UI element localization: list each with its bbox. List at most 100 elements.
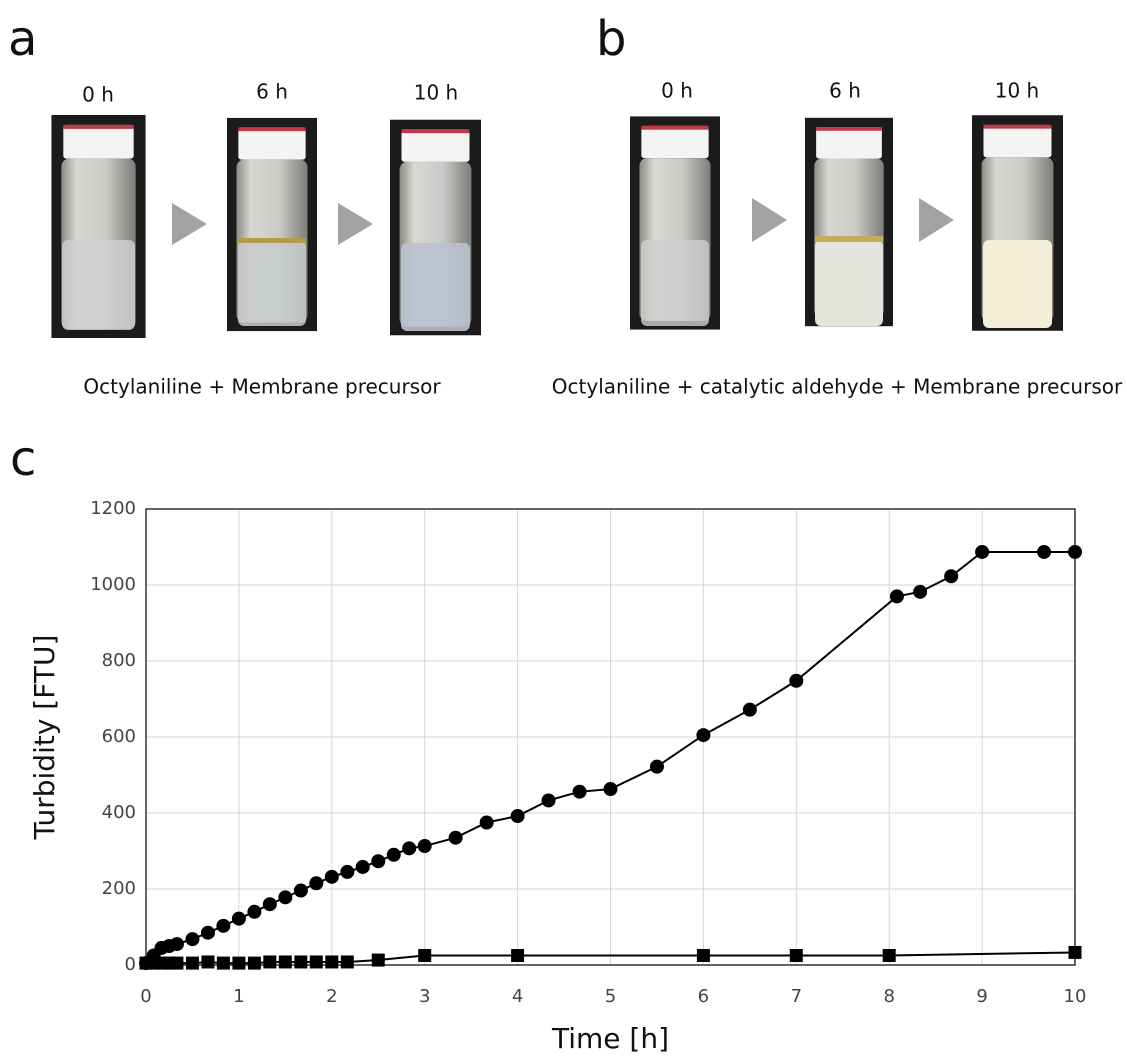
y-tick-label: 0 [125,954,136,975]
x-tick-label: 10 [1064,986,1087,1007]
liquid [641,240,709,326]
arrow [919,198,954,242]
marker [278,955,292,969]
marker [479,815,494,830]
plot-frame [145,508,1076,966]
marker [418,949,432,962]
y-tick-label: 600 [102,726,136,747]
interface [815,236,883,242]
marker [402,841,417,856]
marker [603,782,618,797]
panel-label: c [10,431,36,487]
marker [185,932,200,947]
panel-b: b 0 h 6 h 10 h Octylaniline + catalytic … [552,11,1123,399]
marker [309,876,324,891]
marker [789,673,804,688]
marker [232,956,246,970]
x-tick-label: 1 [233,986,244,1007]
marker [355,859,370,874]
x-tick-label: 0 [140,986,151,1007]
y-tick-label: 1000 [90,574,136,595]
marker [417,839,432,854]
marker [262,897,277,912]
marker [200,925,215,940]
marker [231,911,246,926]
liquid [238,240,306,326]
time-label: 6 h [829,79,861,103]
marker [294,955,308,969]
marker [511,949,525,962]
marker [278,890,293,905]
marker [216,918,231,933]
caption: Octylaniline + Membrane precursor [83,375,441,399]
marker [263,955,277,969]
marker [572,784,587,799]
x-tick-label: 8 [883,986,894,1007]
interface [238,238,306,243]
time-label: 6 h [256,80,288,104]
panel-a: a 0 h 6 h 10 h Octylaniline + Membrane p… [8,11,481,399]
marker [371,854,386,869]
marker [340,864,355,879]
marker [649,759,664,774]
marker [247,904,262,919]
marker [448,830,463,845]
chart: 0 200 400 600 800 1000 1200 0 1 2 3 4 5 6 7 8 9 10 Time [h… [28,498,1086,1055]
arrow [172,203,207,245]
marker [371,953,385,967]
marker [325,955,339,969]
time-label: 0 h [82,83,114,107]
x-tick-label: 9 [976,986,987,1007]
x-tick-label: 7 [791,986,802,1007]
marker [696,728,711,743]
marker [889,589,904,604]
marker [510,809,525,824]
marker [201,955,215,969]
marker [340,955,354,969]
x-tick-label: 4 [512,986,523,1007]
panel-label: b [596,11,626,67]
marker [324,869,339,884]
arrow [338,203,373,245]
marker [1068,945,1082,959]
y-tick-label: 800 [102,650,136,671]
marker [541,793,556,808]
liquid [62,240,135,330]
marker [309,955,323,969]
x-tick-label: 3 [419,986,430,1007]
y-axis-label: Turbidity [FTU] [28,635,61,841]
marker [386,847,401,862]
marker [216,956,230,970]
liquid [983,240,1052,328]
y-tick-label: 200 [102,878,136,899]
x-axis-label: Time [h] [551,1022,669,1055]
marker [882,949,896,962]
marker [1037,544,1052,559]
liquid [401,243,470,331]
x-tick-label: 6 [698,986,709,1007]
marker [789,949,803,962]
marker [185,956,199,970]
x-tick-label: 2 [326,986,337,1007]
time-label: 0 h [661,79,693,103]
caption: Octylaniline + catalytic aldehyde + Memb… [552,375,1123,399]
x-tick-label: 5 [605,986,616,1007]
marker [169,937,184,952]
marker [247,956,261,970]
time-label: 10 h [414,81,458,105]
marker [975,544,990,559]
marker [742,702,757,717]
marker [696,949,710,962]
y-tick-label: 400 [102,802,136,823]
marker [944,569,959,584]
panel-label: a [8,11,37,67]
marker [293,883,308,898]
arrow [752,198,787,242]
time-label: 10 h [995,79,1039,103]
marker [170,956,184,970]
liquid [815,240,883,326]
marker [1068,544,1082,559]
marker [913,584,928,599]
y-tick-label: 1200 [90,498,136,519]
